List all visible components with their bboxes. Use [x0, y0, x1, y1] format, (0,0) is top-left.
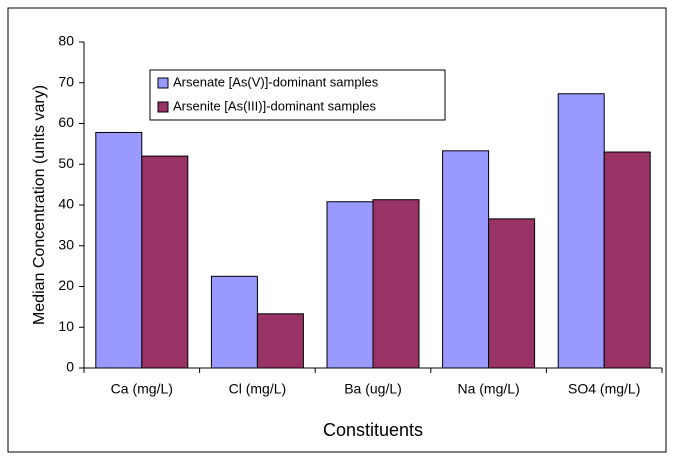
bar: [372, 199, 420, 369]
bar: [141, 155, 189, 369]
bar: [326, 201, 374, 369]
legend-swatch: [157, 77, 169, 89]
x-tick-label: SO4 (mg/L): [568, 381, 640, 397]
legend-swatch: [157, 101, 169, 113]
bar: [210, 275, 258, 369]
legend-label: Arsenate [As(V)]-dominant samples: [173, 74, 379, 89]
y-tick-label: 80: [58, 33, 74, 49]
legend-box: [149, 69, 446, 121]
x-tick-label: Ca (mg/L): [111, 381, 173, 397]
y-axis-label: Median Concentration (units vary): [31, 85, 48, 325]
y-tick-label: 30: [58, 236, 74, 252]
bar: [442, 150, 490, 369]
legend: Arsenate [As(V)]-dominant samples Arsenit…: [149, 69, 446, 121]
y-tick-label: 40: [58, 196, 74, 212]
x-axis-label: Constituents: [323, 420, 423, 440]
bar: [256, 313, 304, 369]
bar: [557, 93, 605, 369]
x-tick-label: Na (mg/L): [457, 381, 519, 397]
y-tick-label: 0: [66, 359, 74, 375]
y-tick-label: 20: [58, 277, 74, 293]
x-tick-label: Ba (ug/L): [344, 381, 402, 397]
bar: [95, 131, 143, 369]
y-tick-label: 70: [58, 73, 74, 89]
y-tick-label: 10: [58, 318, 74, 334]
legend-label: Arsenite [As(III)]-dominant samples: [173, 98, 377, 113]
y-tick-label: 50: [58, 155, 74, 171]
y-tick-label: 60: [58, 114, 74, 130]
bar: [488, 218, 536, 369]
bar: [603, 151, 651, 369]
x-tick-label: Cl (mg/L): [229, 381, 287, 397]
